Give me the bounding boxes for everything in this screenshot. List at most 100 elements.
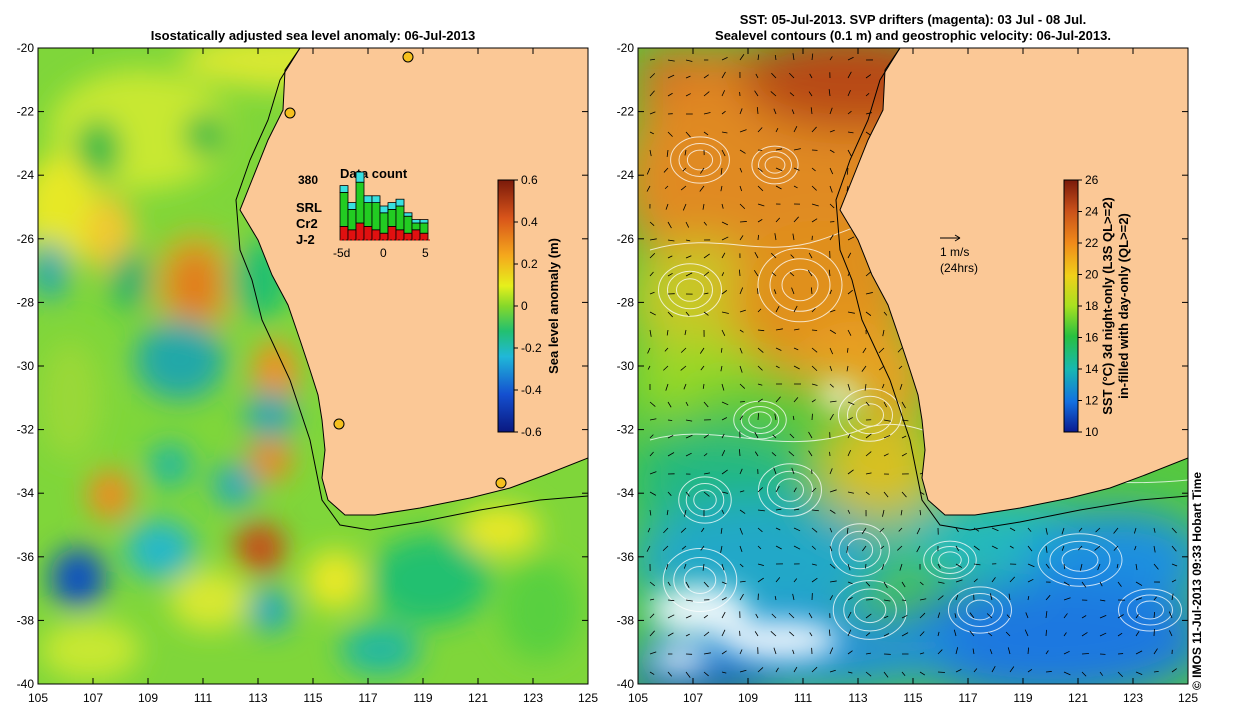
inset-bar-j2 [395, 229, 405, 241]
sla-lat-tick: -20 [17, 41, 35, 55]
inset-xtick-5: 5 [422, 246, 429, 260]
inset-xtick-0: 0 [380, 246, 387, 260]
inset-bar-j2 [387, 225, 397, 241]
sla-lon-tick: 109 [138, 691, 158, 705]
sst-colorbar-tick: 22 [1085, 236, 1099, 250]
inset-bar-j2 [403, 232, 413, 241]
sst-colorbar-tick: 26 [1085, 173, 1099, 187]
sst-lat-tick: -30 [617, 359, 635, 373]
sst-colorbar-tick: 18 [1085, 299, 1099, 313]
inset-bar-j2 [347, 229, 357, 241]
sst-colorbar-tick: 12 [1085, 394, 1099, 408]
inset-bar-cr2 [419, 222, 429, 234]
sla-colorbar-tick: 0.2 [521, 257, 538, 271]
sla-lon-tick: 119 [413, 691, 432, 705]
inset-bar-srl [387, 202, 397, 210]
sla-colorbar-tick: 0.4 [521, 215, 538, 229]
sst-axis-ticks: 105 107 109 111 113 115 117 119 121 123 125 -20 -22 -… [617, 41, 1199, 705]
sla-colorbar-label: Sea level anomaly (m) [546, 238, 561, 374]
sst-lon-tick: 113 [848, 691, 867, 705]
sla-lon-tick: 111 [194, 691, 213, 705]
legend-srl: SRL [296, 200, 322, 215]
inset-bar-cr2 [355, 181, 365, 224]
sst-map: 105 107 109 111 113 115 117 119 121 123 125 -20 -22 -… [617, 41, 1199, 705]
sla-colorbar-tick: -0.2 [521, 341, 542, 355]
right-panel-title-line1: SST: 05-Jul-2013. SVP drifters (magenta)… [739, 12, 1087, 27]
sst-lon-tick: 105 [628, 691, 648, 705]
sla-lon-tick: 107 [83, 691, 103, 705]
sst-lon-tick: 125 [1178, 691, 1198, 705]
legend-cr2: Cr2 [296, 216, 318, 231]
sla-lon-tick: 125 [578, 691, 598, 705]
inset-bar-srl [355, 171, 365, 183]
sst-lat-tick: -20 [617, 41, 635, 55]
sst-lat-tick: -24 [617, 168, 635, 182]
sst-colorbar-tick: 10 [1085, 425, 1099, 439]
sla-lon-tick: 105 [28, 691, 48, 705]
sst-lon-tick: 121 [1068, 691, 1088, 705]
sla-colorbar-tick: 0.6 [521, 173, 538, 187]
inset-bar-srl [339, 185, 349, 193]
sst-lat-tick: -22 [617, 105, 635, 119]
sla-lat-tick: -32 [17, 423, 35, 437]
land-right [839, 48, 1188, 516]
sla-lat-tick: -38 [17, 613, 35, 627]
velocity-scale-sublabel: (24hrs) [940, 261, 978, 275]
sst-colorbar-label-line1: SST (°C) 3d night-only (L3S QL>=2) [1100, 197, 1115, 415]
inset-bar-srl [371, 195, 381, 204]
sla-lat-tick: -28 [17, 295, 35, 309]
sst-lon-tick: 119 [1013, 691, 1032, 705]
sla-colorbar-tick: 0 [521, 299, 528, 313]
inset-bar-cr2 [371, 202, 381, 231]
sla-lon-tick: 117 [358, 691, 377, 705]
inset-bar-cr2 [387, 208, 397, 227]
velocity-scale: 1 m/s (24hrs) [940, 234, 978, 275]
inset-bar-cr2 [395, 205, 405, 231]
sst-lon-tick: 109 [738, 691, 758, 705]
left-panel-title: Isostatically adjusted sea level anomaly… [150, 28, 476, 43]
inset-bar-cr2 [347, 208, 357, 231]
inset-bar-cr2 [363, 202, 373, 227]
inset-bar-srl [419, 219, 429, 224]
inset-bar-cr2 [379, 212, 389, 234]
inset-bar-j2 [419, 232, 429, 241]
inset-xtick-neg5: -5d [333, 246, 350, 260]
sla-lat-tick: -34 [17, 486, 35, 500]
sst-field [638, 48, 1188, 684]
sst-colorbar-tick: 24 [1085, 205, 1099, 219]
sla-lat-tick: -40 [17, 677, 35, 691]
sst-lat-tick: -34 [617, 486, 635, 500]
inset-bar-srl [379, 205, 389, 214]
inset-bar-j2 [355, 222, 365, 241]
sla-lon-tick: 113 [248, 691, 267, 705]
sst-colorbar-tick: 20 [1085, 268, 1099, 282]
sla-colorbar: 0.6 0.4 0.2 0 -0.2 -0.4 -0.6 Sea level anomaly… [497, 173, 561, 439]
sst-lat-tick: -32 [617, 423, 635, 437]
sla-lat-tick: -22 [17, 105, 35, 119]
inset-bar-cr2 [411, 222, 421, 231]
sst-lat-tick: -38 [617, 613, 635, 627]
sst-lat-tick: -40 [617, 677, 635, 691]
sla-lon-tick: 123 [523, 691, 543, 705]
inset-bar-j2 [339, 225, 349, 241]
inset-bar-cr2 [403, 215, 413, 234]
sst-lon-tick: 115 [903, 691, 922, 705]
velocity-scale-label: 1 m/s [940, 245, 969, 259]
inset-count: 380 [298, 173, 318, 187]
sla-lat-tick: -24 [17, 168, 35, 182]
inset-bar-j2 [363, 225, 373, 241]
sst-lat-tick: -26 [617, 232, 635, 246]
inset-bar-j2 [411, 229, 421, 241]
sla-lat-tick: -26 [17, 232, 35, 246]
sst-colorbar-tick: 14 [1085, 362, 1099, 376]
sla-colorbar-tick: -0.6 [521, 425, 542, 439]
sst-lon-tick: 123 [1123, 691, 1143, 705]
sst-lat-tick: -28 [617, 295, 635, 309]
inset-bar-j2 [379, 232, 389, 241]
sst-colorbar-label-line2: in-filled with day-only (QL>=2) [1116, 213, 1131, 399]
inset-title: Data count [340, 166, 408, 181]
sst-colorbar: 26 24 22 20 18 16 14 12 10 SST (°C) 3d night-onl… [1063, 173, 1131, 439]
inset-bar-srl [363, 195, 373, 204]
sla-lon-tick: 121 [468, 691, 488, 705]
sst-lon-tick: 107 [683, 691, 703, 705]
